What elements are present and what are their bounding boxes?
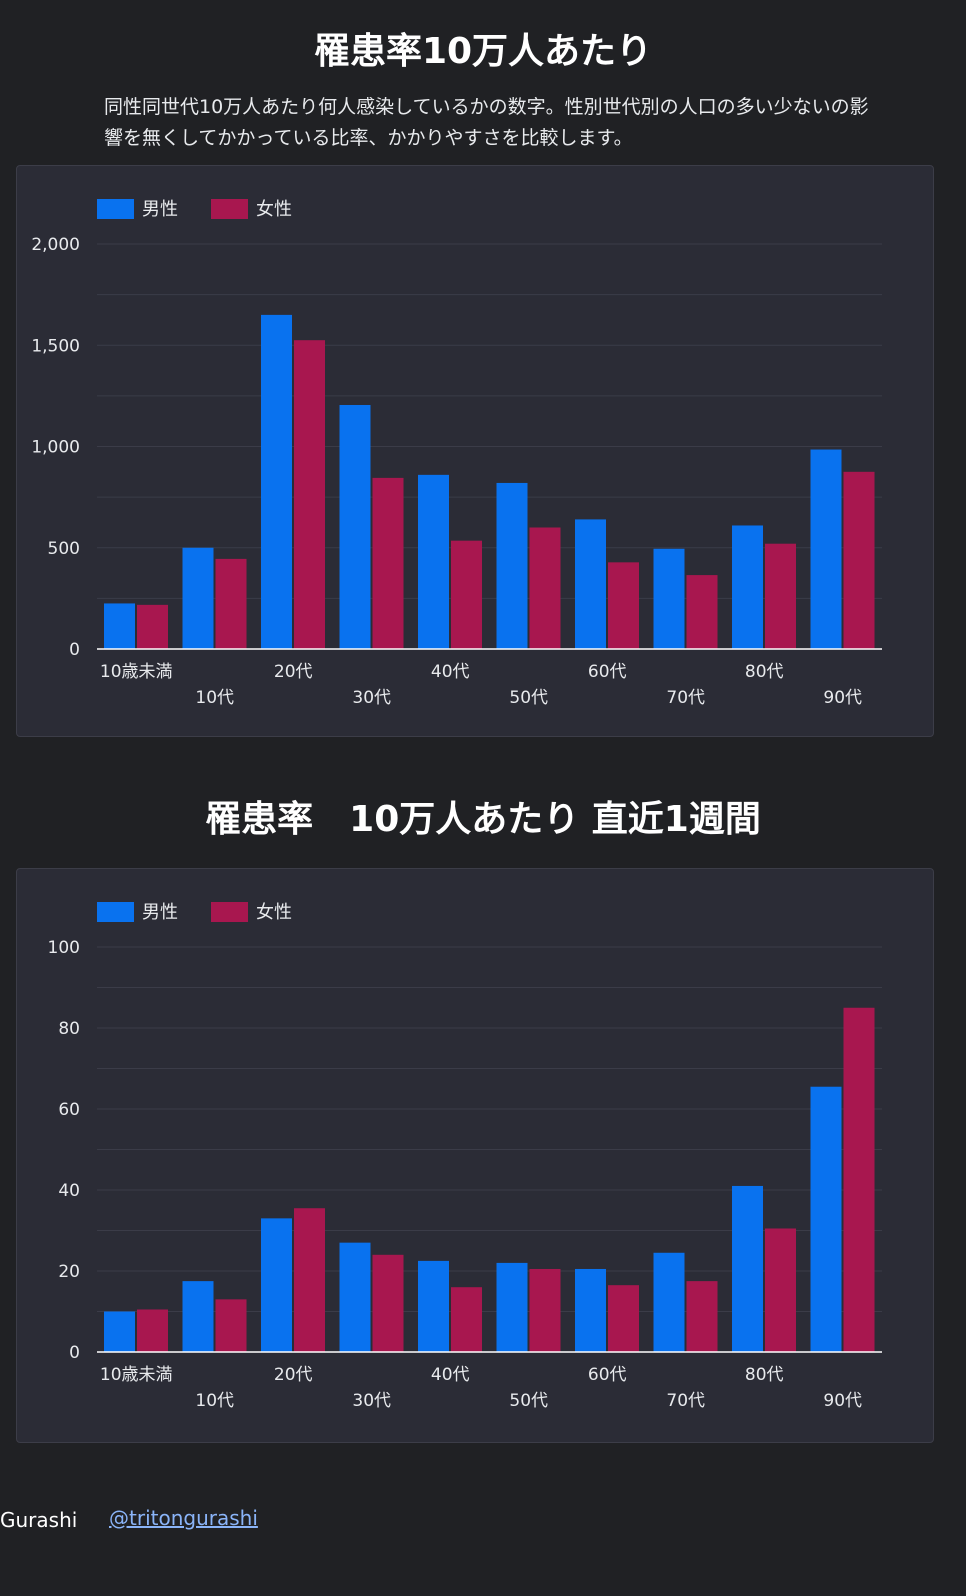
- y-tick-label: 1,000: [31, 438, 80, 458]
- y-axis: 100 80 60 40 20 0: [48, 938, 80, 1363]
- legend-label: 男性: [142, 199, 178, 220]
- y-tick-label: 0: [69, 640, 80, 660]
- x-tick-label: 10代: [195, 688, 234, 708]
- x-tick-label: 10歳未満: [100, 662, 173, 682]
- bar-male: [182, 1281, 214, 1352]
- twitter-link[interactable]: @tritongurashi: [109, 1506, 258, 1530]
- bar-chart-incidence-weekly: 男性 女性 100 80 60 40 20 0 10歳未満 10代 20代 30代 40代 50代 60代 7…: [48, 902, 882, 1411]
- y-tick-label: 100: [48, 938, 80, 958]
- legend: 男性 女性: [97, 902, 292, 923]
- chart-title: 罹患率 10万人あたり 直近1週間: [205, 799, 761, 840]
- bars: [104, 314, 875, 649]
- bar-male: [182, 547, 214, 649]
- x-tick-label: 20代: [274, 1365, 313, 1385]
- bar-male: [732, 1185, 763, 1352]
- y-tick-label: 20: [58, 1262, 80, 1282]
- y-tick-label: 1,500: [31, 336, 80, 356]
- bar-male: [261, 1218, 292, 1352]
- bar-male: [104, 603, 135, 649]
- legend-label: 女性: [256, 902, 292, 923]
- x-tick-label: 60代: [588, 662, 627, 682]
- bar-male: [339, 1242, 371, 1352]
- bar-male: [418, 474, 449, 649]
- bar-male: [418, 1260, 449, 1352]
- bar-female: [294, 1208, 325, 1352]
- bar-female: [529, 527, 561, 649]
- bar-male: [261, 314, 292, 649]
- bar-male: [653, 548, 685, 649]
- x-tick-label: 10歳未満: [100, 1365, 173, 1385]
- bar-female: [843, 1007, 875, 1352]
- bar-female: [843, 471, 875, 649]
- legend-swatch-male: [97, 902, 134, 922]
- bar-male: [575, 1268, 606, 1352]
- y-tick-label: 60: [58, 1100, 80, 1120]
- x-tick-label: 60代: [588, 1365, 627, 1385]
- x-tick-label: 40代: [431, 662, 470, 682]
- x-tick-label: 70代: [666, 688, 705, 708]
- x-axis: 10歳未満 10代 20代 30代 40代 50代 60代 70代 80代 90代: [100, 1365, 862, 1411]
- y-tick-label: 40: [58, 1181, 80, 1201]
- bar-male: [104, 1311, 135, 1352]
- bar-male: [496, 482, 528, 649]
- bars: [104, 1007, 875, 1352]
- x-tick-label: 70代: [666, 1391, 705, 1411]
- legend-label: 女性: [256, 199, 292, 220]
- legend-label: 男性: [142, 902, 178, 923]
- bar-chart-incidence-total: 男性 女性 2,000 1,500 1,000 500 0 10歳未満 10代 20代 30代 40代…: [31, 199, 882, 708]
- y-axis: 2,000 1,500 1,000 500 0: [31, 235, 80, 660]
- legend-swatch-female: [211, 902, 248, 922]
- x-tick-label: 20代: [274, 662, 313, 682]
- legend: 男性 女性: [97, 199, 292, 220]
- bar-male: [810, 1086, 842, 1352]
- footer: Gurashi @tritongurashi: [0, 1506, 966, 1548]
- bar-female: [215, 1299, 247, 1352]
- legend-swatch-male: [97, 199, 134, 219]
- chart-title: 罹患率10万人あたり: [313, 31, 653, 72]
- bar-female: [686, 575, 718, 649]
- y-tick-label: 80: [58, 1019, 80, 1039]
- bar-male: [496, 1262, 528, 1352]
- bar-female: [372, 1254, 404, 1352]
- x-tick-label: 10代: [195, 1391, 234, 1411]
- bar-female: [294, 340, 325, 649]
- chart-description: 同性同世代10万人あたり何人感染しているかの数字。性別世代別の人口の多い少ないの…: [104, 96, 869, 149]
- legend-swatch-female: [211, 199, 248, 219]
- x-tick-label: 80代: [745, 1365, 784, 1385]
- x-tick-label: 30代: [352, 1391, 391, 1411]
- y-tick-label: 500: [48, 539, 80, 559]
- bar-male: [339, 404, 371, 649]
- x-tick-label: 50代: [509, 1391, 548, 1411]
- bar-female: [608, 562, 639, 649]
- bar-male: [653, 1252, 685, 1352]
- bar-female: [529, 1268, 561, 1352]
- gridlines: [97, 946, 882, 1312]
- bar-male: [575, 519, 606, 649]
- bar-male: [732, 525, 763, 649]
- x-tick-label: 80代: [745, 662, 784, 682]
- y-tick-label: 0: [69, 1343, 80, 1363]
- bar-female: [451, 1287, 482, 1352]
- x-tick-label: 30代: [352, 688, 391, 708]
- y-tick-label: 2,000: [31, 235, 80, 255]
- bar-female: [137, 1309, 168, 1352]
- bar-female: [765, 1228, 796, 1352]
- bar-female: [765, 543, 796, 649]
- bar-female: [372, 477, 404, 649]
- bar-female: [215, 558, 247, 649]
- bar-female: [608, 1285, 639, 1352]
- chart-card: 男性 女性 2,000 1,500 1,000 500 0 10歳未満 10代 20代 30代 40代…: [16, 165, 934, 737]
- x-tick-label: 90代: [823, 1391, 862, 1411]
- bar-female: [451, 540, 482, 649]
- bar-female: [137, 604, 168, 649]
- bar-female: [686, 1281, 718, 1352]
- x-axis: 10歳未満 10代 20代 30代 40代 50代 60代 70代 80代 90代: [100, 662, 862, 708]
- footer-author: Gurashi: [0, 1508, 78, 1532]
- bar-male: [810, 449, 842, 649]
- x-tick-label: 50代: [509, 688, 548, 708]
- chart-card: 男性 女性 100 80 60 40 20 0 10歳未満 10代 20代 30代 40代 50代 60代 7…: [16, 868, 934, 1443]
- x-tick-label: 40代: [431, 1365, 470, 1385]
- x-tick-label: 90代: [823, 688, 862, 708]
- gridlines: [97, 243, 882, 599]
